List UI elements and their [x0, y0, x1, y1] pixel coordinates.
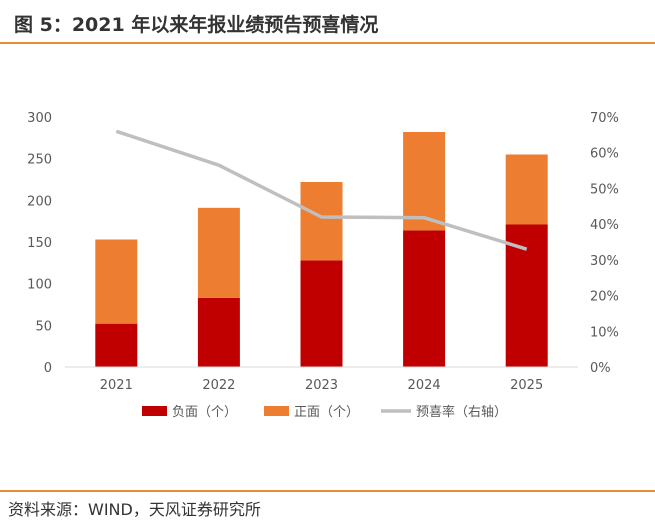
- y2-tick-label: 0%: [590, 361, 611, 376]
- source-divider: [0, 490, 655, 492]
- bar-positive: [403, 132, 446, 231]
- bar-negative: [403, 230, 446, 367]
- y2-tick-label: 10%: [590, 325, 619, 340]
- y2-tick-label: 40%: [590, 218, 619, 233]
- right-axis: 0% 10% 20% 30% 40% 50% 60% 70%: [590, 111, 619, 376]
- left-axis: 0 50 100 150 200 250 300: [27, 111, 52, 376]
- bar-negative: [197, 297, 240, 367]
- bar-positive: [95, 239, 138, 324]
- page-title: 图 5：2021 年以来年报业绩预告预喜情况: [14, 14, 379, 36]
- y-tick-label: 0: [44, 361, 52, 376]
- y-tick-label: 50: [35, 319, 52, 334]
- x-tick-label: 2022: [202, 378, 235, 393]
- y2-tick-label: 50%: [590, 182, 619, 197]
- y2-tick-label: 20%: [590, 290, 619, 305]
- y-tick-label: 250: [27, 153, 52, 168]
- legend-label: 预喜率（右轴）: [416, 404, 507, 420]
- source-note: 资料来源：WIND，天风证券研究所: [8, 500, 261, 519]
- y-tick-label: 200: [27, 194, 52, 209]
- legend-swatch: [264, 406, 289, 416]
- bars: [95, 132, 548, 367]
- x-tick-label: 2023: [305, 378, 338, 393]
- y2-tick-label: 60%: [590, 147, 619, 162]
- y2-tick-label: 30%: [590, 254, 619, 269]
- bar-positive: [197, 207, 240, 298]
- title-divider: [0, 42, 655, 44]
- y2-tick-label: 70%: [590, 111, 619, 126]
- bar-positive: [505, 154, 548, 225]
- y-tick-label: 300: [27, 111, 52, 126]
- x-axis: 2021 2022 2023 2024 2025: [100, 378, 543, 393]
- legend-label: 负面（个）: [172, 405, 237, 420]
- series-line-rate: [115, 129, 528, 251]
- x-tick-label: 2024: [408, 378, 441, 393]
- y-tick-label: 100: [27, 278, 52, 293]
- bar-negative: [300, 260, 343, 367]
- legend-label: 正面（个）: [294, 405, 359, 420]
- legend: 负面（个） 正面（个） 预喜率（右轴）: [142, 404, 507, 420]
- x-tick-label: 2025: [510, 378, 543, 393]
- bar-negative: [95, 323, 138, 367]
- bar-positive: [300, 182, 343, 261]
- x-tick-label: 2021: [100, 378, 133, 393]
- legend-swatch: [142, 406, 167, 416]
- y-tick-label: 150: [27, 236, 52, 251]
- chart: 0 50 100 150 200 250 300 0% 10% 20% 30% 40% 50% 60% 7…: [27, 111, 619, 420]
